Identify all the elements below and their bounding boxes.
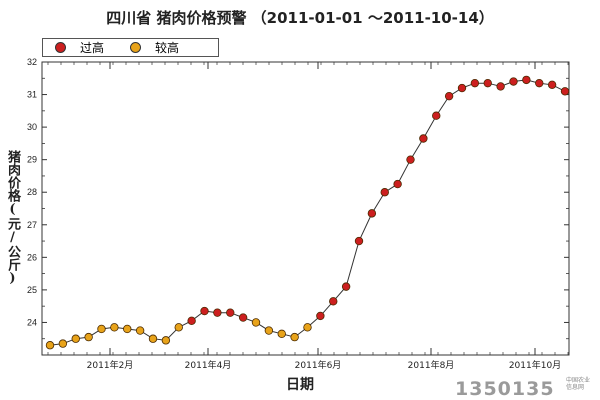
data-point-19 [290,332,299,342]
data-point-14 [226,308,235,317]
data-point-40 [560,87,570,96]
data-point-6 [123,324,132,334]
y-tick-label-9: 32 [27,57,37,67]
y-tick-label-1: 24 [27,317,37,327]
chart-title: 四川省 猪肉价格预警 （2011-01-01 ～2011-10-14） [106,9,494,27]
data-point-5 [110,323,119,332]
data-point-31 [444,91,454,101]
data-point-37 [522,75,531,85]
data-point-30 [432,111,441,120]
data-point-4 [97,324,106,334]
x-tick-label-1: 2011年4月 [185,359,232,371]
data-point-15 [238,313,248,322]
data-point-27 [393,179,402,189]
plot-area [41,61,570,356]
x-tick-label-4: 2011年10月 [509,359,561,371]
legend-item-elevated: 较高 [130,39,179,56]
y-tick-label-3: 26 [27,252,37,262]
data-point-2 [71,334,80,343]
data-point-17 [264,326,274,335]
data-point-0 [45,341,55,350]
legend-label-elevated: 较高 [155,41,180,55]
data-point-28 [406,155,415,164]
data-point-34 [483,78,492,88]
data-point-29 [419,134,428,143]
data-point-11 [187,316,196,326]
data-point-12 [200,306,209,316]
data-point-13 [213,308,222,317]
x-tick-label-2: 2011年6月 [295,359,342,371]
data-point-32 [457,83,467,93]
data-point-1 [58,339,68,348]
data-point-21 [316,311,325,321]
y-tick-label-8: 31 [27,90,37,100]
watermark-logo: 1350135 [455,378,555,400]
data-point-8 [148,334,158,343]
y-tick-label-5: 28 [27,187,37,197]
data-point-3 [84,332,93,342]
data-point-39 [547,80,557,89]
y-tick-label-7: 30 [27,122,37,132]
data-point-10 [174,323,183,332]
legend-label-high: 过高 [80,41,105,55]
data-point-9 [161,336,171,345]
data-point-35 [496,82,505,91]
legend-item-high: 过高 [55,39,104,56]
data-point-36 [509,77,518,86]
y-tick-label-4: 27 [27,220,37,230]
legend-marker-elevated [130,42,142,53]
data-point-24 [354,236,364,246]
y-tick-label-2: 25 [27,285,37,295]
legend: 过高 较高 [42,38,219,57]
data-point-16 [251,318,261,327]
legend-marker-high [55,42,66,53]
data-point-38 [535,78,544,88]
x-tick-label-0: 2011年2月 [87,359,134,371]
data-point-26 [380,188,389,197]
watermark-sub: 中国农业 信息网 [566,377,590,391]
watermark-sub-2: 信息网 [566,384,585,391]
data-point-18 [277,329,286,339]
data-point-22 [329,297,338,306]
data-point-33 [470,78,480,88]
data-point-7 [135,326,145,335]
y-tick-label-6: 29 [27,155,37,165]
y-axis-label: 猪肉价格(元/公斤) [5,150,20,286]
x-axis-label: 日期 [286,377,314,393]
data-point-20 [303,323,312,332]
data-point-25 [367,209,377,218]
watermark-sub-1: 中国农业 [566,377,591,384]
x-tick-label-3: 2011年8月 [408,359,455,371]
data-point-23 [341,282,351,291]
